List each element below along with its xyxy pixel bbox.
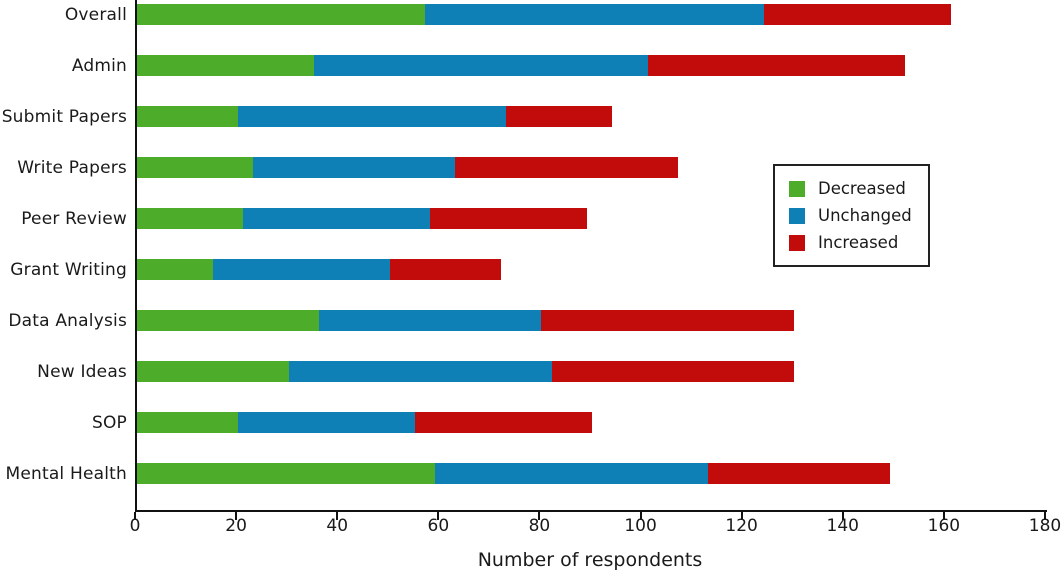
category-label-overall: Overall [64, 4, 127, 25]
bar-segment-increased [430, 208, 587, 230]
category-label-grant-writing: Grant Writing [10, 259, 127, 280]
bar-segment-decreased [137, 361, 289, 383]
category-label-mental-health: Mental Health [5, 463, 127, 484]
bar-row-data-analysis [137, 310, 795, 332]
x-tick-label: 180 [1028, 516, 1062, 536]
bar-row-peer-review [137, 208, 587, 230]
legend-label: Decreased [818, 179, 906, 198]
x-tick-label: 120 [725, 516, 758, 536]
bar-segment-increased [541, 310, 795, 332]
plot-area [135, 0, 1047, 512]
bar-row-sop [137, 412, 592, 434]
x-tick-label: 0 [129, 516, 141, 536]
bar-segment-unchanged [253, 157, 456, 179]
bar-segment-unchanged [243, 208, 431, 230]
legend-item-increased: Increased [789, 229, 916, 256]
bar-segment-decreased [137, 412, 239, 434]
category-label-submit-papers: Submit Papers [1, 106, 127, 127]
bar-segment-unchanged [212, 259, 390, 281]
x-tick-mark [437, 512, 440, 520]
bar-segment-increased [551, 361, 795, 383]
x-tick-label: 40 [326, 516, 349, 536]
legend-label: Increased [818, 233, 899, 252]
category-label-write-papers: Write Papers [17, 157, 127, 178]
bar-segment-unchanged [425, 4, 764, 25]
bar-segment-decreased [137, 106, 239, 128]
bar-segment-increased [708, 463, 891, 485]
bar-segment-decreased [137, 310, 319, 332]
x-tick-label: 160 [927, 516, 961, 536]
bar-segment-unchanged [288, 361, 552, 383]
bar-segment-decreased [137, 463, 436, 485]
bar-segment-unchanged [313, 55, 648, 77]
x-tick-label: 140 [826, 516, 859, 536]
category-label-sop: SOP [91, 412, 127, 433]
bar-segment-decreased [137, 157, 254, 179]
bar-row-grant-writing [137, 259, 501, 281]
legend-label: Unchanged [818, 206, 912, 225]
bar-segment-increased [415, 412, 592, 434]
bar-segment-unchanged [238, 412, 416, 434]
bar-segment-decreased [137, 208, 244, 230]
x-tick-mark [336, 512, 339, 520]
x-tick-mark [639, 512, 642, 520]
bar-row-mental-health [137, 463, 891, 485]
bar-segment-increased [455, 157, 678, 179]
x-tick-label: 100 [624, 516, 657, 536]
bar-row-admin [137, 55, 906, 77]
increased-swatch-icon [789, 234, 805, 251]
bar-row-submit-papers [137, 106, 613, 128]
legend-item-decreased: Decreased [789, 175, 916, 202]
bar-segment-decreased [137, 259, 213, 281]
category-label-new-ideas: New Ideas [37, 361, 127, 382]
x-tick-label: 60 [427, 516, 450, 536]
x-tick-mark [841, 512, 844, 520]
bar-segment-unchanged [319, 310, 542, 332]
bar-segment-unchanged [238, 106, 507, 128]
x-tick-mark [235, 512, 238, 520]
category-label-data-analysis: Data Analysis [8, 310, 127, 331]
bar-segment-decreased [137, 4, 426, 25]
bar-row-new-ideas [137, 361, 795, 383]
bar-row-write-papers [137, 157, 678, 179]
bar-segment-increased [389, 259, 501, 281]
decreased-swatch-icon [789, 180, 805, 197]
bar-segment-unchanged [435, 463, 709, 485]
unchanged-swatch-icon [789, 207, 805, 224]
category-label-admin: Admin [71, 55, 127, 76]
legend-item-unchanged: Unchanged [789, 202, 916, 229]
bar-segment-increased [647, 55, 906, 77]
x-axis-title: Number of respondents [477, 549, 703, 571]
x-tick-mark [134, 512, 136, 520]
category-label-peer-review: Peer Review [21, 208, 127, 229]
bar-segment-decreased [137, 55, 314, 77]
bar-row-overall [137, 4, 951, 25]
legend: Decreased Unchanged Increased [773, 164, 930, 267]
x-tick-label: 20 [225, 516, 247, 536]
x-tick-mark [740, 512, 743, 520]
x-tick-mark [538, 512, 541, 520]
x-tick-label: 80 [528, 516, 551, 536]
x-tick-mark [942, 512, 945, 520]
x-tick-mark [1044, 512, 1046, 520]
bar-segment-increased [506, 106, 613, 128]
bar-segment-increased [763, 4, 951, 25]
